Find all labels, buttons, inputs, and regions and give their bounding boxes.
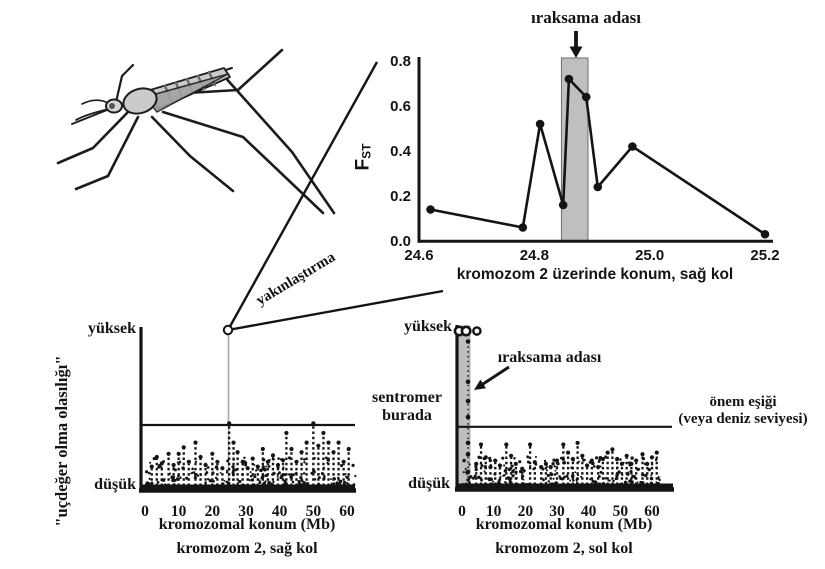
tick-label: 30: [549, 503, 565, 520]
data-point: [581, 92, 591, 102]
tick-label: 0.6: [390, 98, 411, 115]
centromere-label-line1: sentromer: [372, 389, 442, 406]
tick-label: 0: [458, 503, 466, 520]
data-point: [558, 200, 568, 210]
right-plot-low-label: düşük: [408, 475, 450, 492]
tick-label: 50: [306, 503, 322, 520]
data-point: [426, 205, 435, 214]
right-plot-high-label: yüksek: [403, 318, 452, 335]
right-plot-chromosome-label: kromozom 2, sol kol: [495, 540, 633, 557]
tick-label: 0.4: [390, 143, 412, 160]
zoom-origin-circle: [222, 324, 234, 336]
tick-label: 0.0: [390, 233, 411, 250]
left-plot-chromosome-label: kromozom 2, sağ kol: [176, 540, 318, 557]
tick-label: 25.2: [750, 247, 779, 264]
zoom-connector: [222, 61, 444, 488]
divergence-island-arrow-icon: [569, 31, 583, 58]
threshold-label-line2: (veya deniz seviyesi): [678, 410, 808, 427]
tick-label: 20: [518, 503, 534, 520]
outlier-plot-left-arm: 0 10 20 30 40 50 60: [453, 325, 674, 520]
outlier-circle: [460, 325, 472, 337]
tick-label: 0.2: [390, 188, 411, 205]
tick-label: 10: [171, 503, 187, 520]
island-band: [456, 325, 471, 491]
tick-label: 30: [238, 503, 254, 520]
tick-label: 60: [644, 503, 660, 520]
tick-label: 24.8: [520, 247, 549, 264]
tick-label: 40: [581, 503, 597, 520]
fst-axis-label-main: F: [351, 158, 373, 171]
tick-label: 20: [205, 503, 221, 520]
centromere-label: sentromer burada: [362, 389, 452, 424]
data-point: [628, 142, 637, 151]
top-chart-x-axis-label: kromozom 2 üzerinde konum, sağ kol: [456, 266, 734, 283]
mosquito-icon: [56, 48, 336, 215]
left-plot-y-axis-label: "uçdeğer olma olasılığı": [51, 355, 71, 527]
fst-axis-label: F ST: [330, 143, 396, 171]
threshold-label-line1: önem eşiği: [709, 394, 777, 410]
centromere-label-line2: burada: [382, 406, 432, 424]
tick-label: 0: [141, 503, 149, 520]
island-arrow-icon: [474, 365, 510, 390]
tick-label: 0.8: [390, 53, 411, 70]
data-point: [760, 229, 770, 239]
tick-label: 10: [486, 503, 502, 520]
data-point: [518, 223, 528, 232]
divergence-island-annotation-top: ıraksama adası: [530, 8, 642, 27]
tick-label: 25.0: [635, 247, 664, 264]
data-point: [564, 74, 574, 84]
data-point: [535, 119, 545, 129]
outlier-circle: [472, 326, 482, 336]
left-plot-low-label: düşük: [94, 476, 136, 493]
fst-chart: 0.0 0.2 0.4 0.6 0.8 24.6 24.8 25.0 25.2: [390, 31, 780, 264]
right-plot-x-axis-label: kromozomal konum (Mb): [475, 516, 653, 533]
tick-label: 40: [272, 503, 288, 520]
left-plot-x-axis-label: kromozomal konum (Mb): [158, 516, 336, 533]
fst-axis-label-sub: ST: [358, 143, 373, 159]
data-point: [593, 182, 603, 192]
tick-label: 24.6: [404, 247, 433, 264]
tick-label: 60: [339, 503, 355, 520]
tick-label: 50: [613, 503, 629, 520]
left-plot-high-label: yüksek: [87, 320, 136, 337]
divergence-island-annotation-right: ıraksama adası: [497, 349, 602, 366]
outlier-plot-right-arm: 0 10 20 30 40 50 60: [139, 327, 357, 520]
significance-threshold-label: önem eşiği (veya deniz seviyesi): [663, 394, 823, 427]
